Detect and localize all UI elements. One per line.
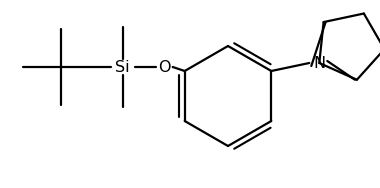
Text: Si: Si	[116, 59, 130, 74]
Text: O: O	[158, 59, 171, 74]
Text: N: N	[313, 55, 325, 70]
